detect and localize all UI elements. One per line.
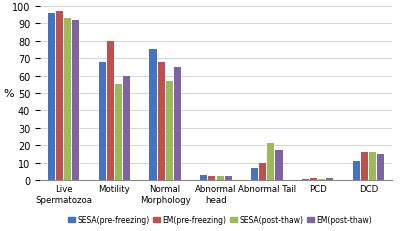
Bar [48, 14, 55, 180]
Bar [377, 154, 384, 180]
Bar [259, 163, 266, 180]
Bar [353, 161, 360, 180]
Bar [174, 68, 181, 180]
Bar [166, 82, 173, 180]
Legend: SESA(pre-freezing), EM(pre-freezing), SESA(post-thaw), EM(post-thaw): SESA(pre-freezing), EM(pre-freezing), SE… [65, 212, 375, 227]
Bar [107, 42, 114, 180]
Bar [361, 152, 368, 180]
Bar [302, 179, 309, 180]
Bar [216, 177, 224, 180]
Bar [200, 175, 207, 180]
Bar [98, 62, 106, 180]
Bar [276, 151, 282, 180]
Bar [318, 179, 325, 180]
Bar [251, 168, 258, 180]
Bar [326, 178, 334, 180]
Bar [123, 76, 130, 180]
Bar [369, 152, 376, 180]
Bar [310, 178, 317, 180]
Bar [267, 144, 274, 180]
Bar [158, 62, 165, 180]
Bar [56, 12, 63, 180]
Bar [72, 21, 79, 180]
Bar [64, 19, 71, 180]
Bar [150, 50, 156, 180]
Bar [225, 177, 232, 180]
Bar [208, 177, 216, 180]
Bar [115, 85, 122, 180]
Y-axis label: %: % [4, 88, 14, 99]
